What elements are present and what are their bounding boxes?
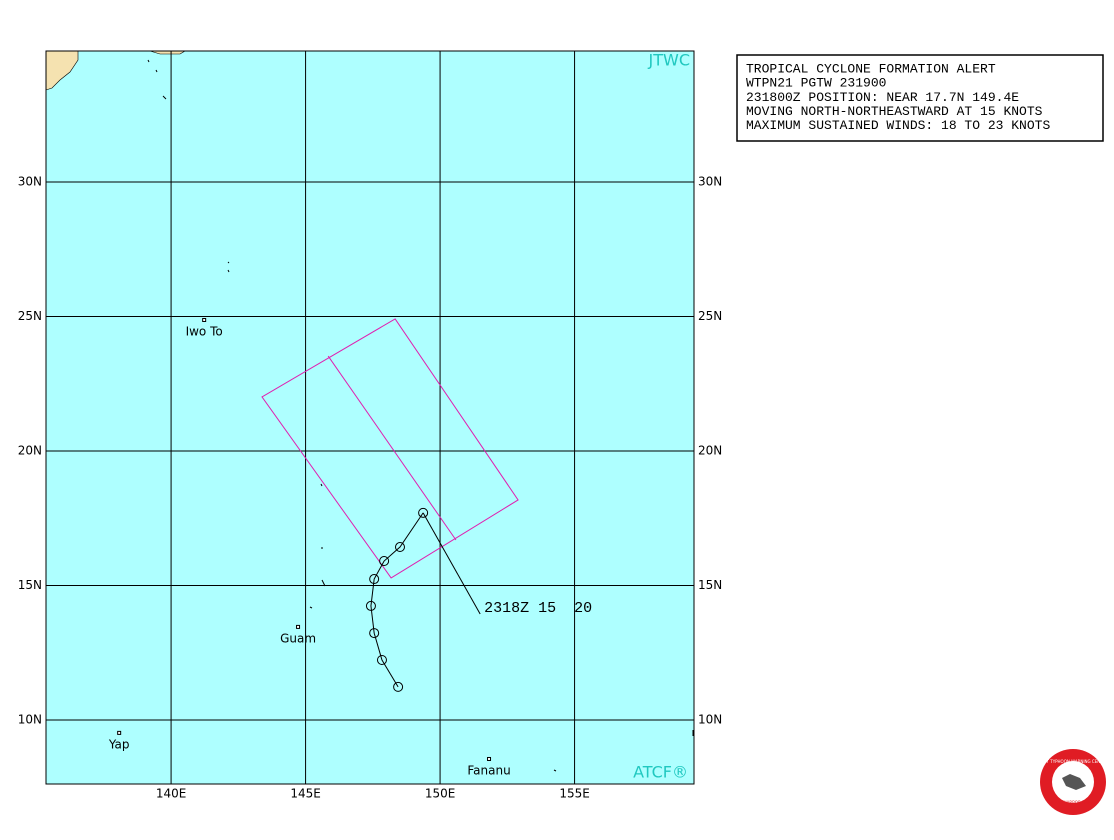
x-tick-label: 155E xyxy=(559,787,590,801)
y-tick-label: 10N xyxy=(698,712,722,726)
place-label: Yap xyxy=(108,737,130,751)
track-point xyxy=(394,542,405,553)
alert-line: MAXIMUM SUSTAINED WINDS: 18 TO 23 KNOTS xyxy=(746,118,1050,133)
alert-area xyxy=(261,318,519,579)
track-point xyxy=(393,681,404,692)
y-tick-label: 20N xyxy=(18,443,42,457)
place-label: Fananu xyxy=(467,763,510,777)
y-tick-label: 25N xyxy=(18,309,42,323)
x-tick-label: 140E xyxy=(156,787,187,801)
track-point xyxy=(369,574,380,585)
place-marker xyxy=(202,317,207,322)
y-tick-label: 15N xyxy=(18,578,42,592)
alert-area xyxy=(327,355,457,541)
y-tick-label: 30N xyxy=(698,174,722,188)
place-marker xyxy=(487,756,492,761)
alert-line: 231800Z POSITION: NEAR 17.7N 149.4E xyxy=(746,90,1019,105)
track-point xyxy=(376,654,387,665)
y-tick-label: 15N xyxy=(698,578,722,592)
alert-line: WTPN21 PGTW 231900 xyxy=(746,76,886,91)
place-label: Iwo To xyxy=(186,324,223,338)
y-tick-label: 25N xyxy=(698,309,722,323)
x-tick-label: 145E xyxy=(290,787,321,801)
logo-text: PEARL HARBOR HAWAII xyxy=(1050,800,1097,805)
track-point xyxy=(379,556,390,567)
track-label: 2318Z 15 20 xyxy=(484,600,592,617)
alert-line: TROPICAL CYCLONE FORMATION ALERT xyxy=(746,61,996,76)
ocean xyxy=(46,51,694,784)
leader-line xyxy=(422,512,481,615)
track-point xyxy=(418,507,429,518)
logo: JOINT TYPHOON WARNING CENTER PEARL HARBO… xyxy=(1037,749,1108,815)
track-point xyxy=(369,628,380,639)
y-tick-label: 30N xyxy=(18,174,42,188)
map-frame xyxy=(45,50,695,785)
alert-line: MOVING NORTH-NORTHEASTWARD AT 15 KNOTS xyxy=(746,104,1043,119)
track-point xyxy=(365,600,376,611)
place-marker xyxy=(296,624,301,629)
alert-box xyxy=(736,54,1104,142)
logo-islands xyxy=(1062,774,1086,790)
map-layer: Iwo To Guam Yap Fananu 2318Z 15 20 xyxy=(46,51,694,784)
land xyxy=(45,50,79,91)
y-tick-label: 20N xyxy=(698,443,722,457)
x-tick-label: 150E xyxy=(425,787,456,801)
source-label: ATCF® xyxy=(633,763,688,782)
place-label: Guam xyxy=(280,631,316,645)
source-label: JTWC xyxy=(648,51,690,70)
place-marker xyxy=(117,730,122,735)
y-tick-label: 10N xyxy=(18,712,42,726)
logo-text: JOINT TYPHOON WARNING CENTER xyxy=(1037,759,1108,764)
